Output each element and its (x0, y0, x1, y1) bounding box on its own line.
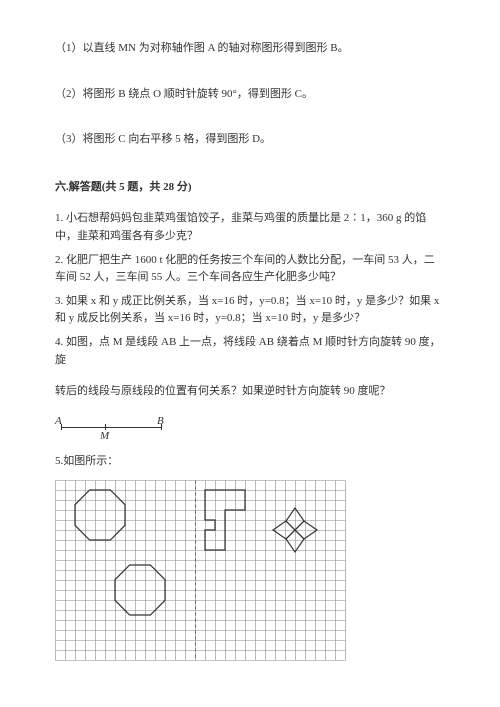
label-m: M (100, 428, 109, 446)
question-5: 5.如图所示： (55, 453, 445, 471)
grid-svg (55, 480, 346, 661)
segment-ab-diagram: A M B (55, 415, 175, 435)
question-4-line-1: 4. 如图，点 M 是线段 AB 上一点，将线段 AB 绕着点 M 顺时针方向旋… (55, 334, 445, 369)
problem-item-1: （1）以直线 MN 为对称轴作图 A 的轴对称图形得到图形 B。 (55, 40, 445, 58)
section-6-title: 六.解答题(共 5 题，共 28 分) (55, 179, 445, 197)
question-4-line-2: 转后的线段与原线段的位置有何关系？如果逆时针方向旋转 90 度呢？ (55, 383, 445, 401)
question-3: 3. 如果 x 和 y 成正比例关系，当 x=16 时，y=0.8；当 x=10… (55, 293, 445, 328)
problem-item-2: （2）将图形 B 绕点 O 顺时针旋转 90°，得到图形 C。 (55, 86, 445, 104)
question-2: 2. 化肥厂把生产 1600 t 化肥的任务按三个车间的人数比分配，一车间 53… (55, 252, 445, 287)
segment-line (61, 427, 161, 428)
label-b: B (157, 413, 164, 431)
question-1: 1. 小石想帮妈妈包韭菜鸡蛋馅饺子，韭菜与鸡蛋的质量比是 2∶1，360 g 的… (55, 210, 445, 245)
label-a: A (55, 413, 62, 431)
problem-item-3: （3）将图形 C 向右平移 5 格，得到图形 D。 (55, 131, 445, 149)
grid-figure (55, 480, 445, 661)
